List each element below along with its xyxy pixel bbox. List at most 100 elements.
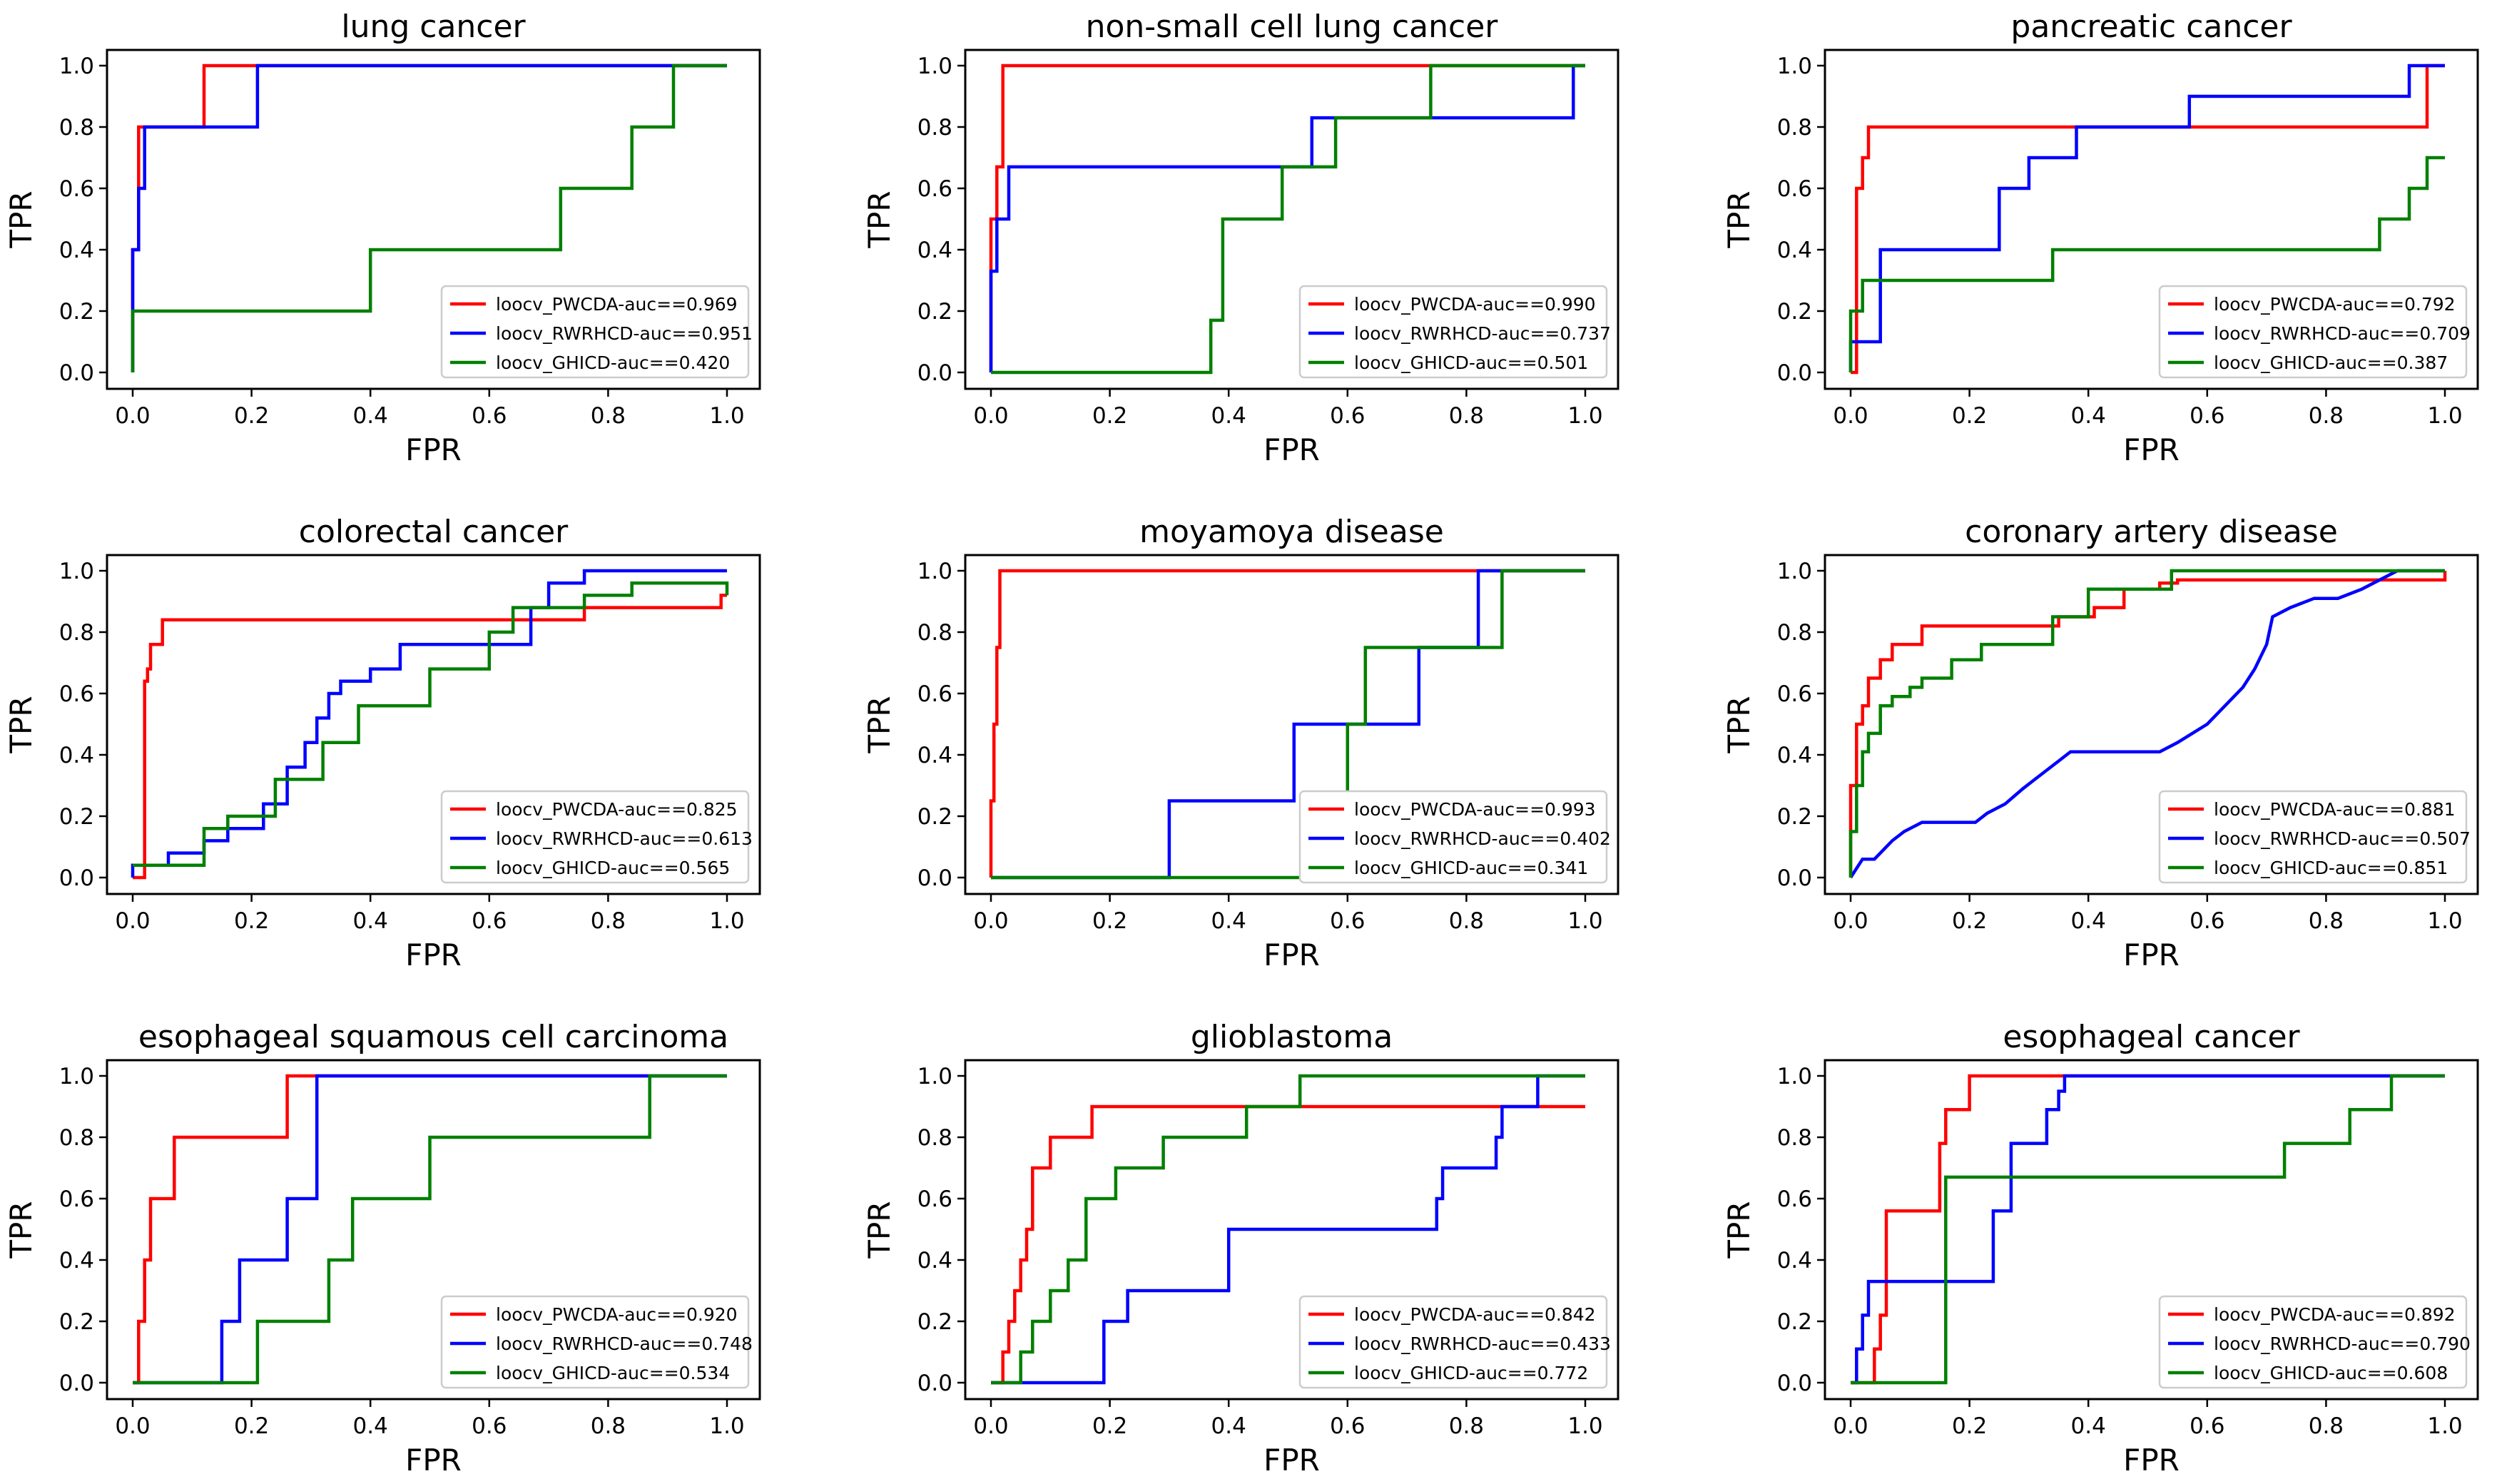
chart-title: glioblastoma [1191, 1019, 1393, 1055]
plot-frame [1824, 49, 2479, 390]
y-tick-label: 0.8 [59, 115, 94, 141]
legend: loocv_PWCDA-auc==0.825 loocv_RWRHCD-auc==… [440, 790, 753, 884]
plot-frame [106, 1059, 761, 1401]
series-line-rwrhcd [1849, 569, 2445, 879]
x-axis-label: FPR [1263, 937, 1320, 972]
legend-entry: loocv_PWCDA-auc==0.792 [2214, 294, 2456, 315]
x-tick-label: 0.4 [353, 403, 388, 429]
y-axis-label: TPR [862, 696, 897, 753]
y-tick-label: 0.6 [1777, 1186, 1812, 1212]
x-tick-label: 0.8 [591, 908, 626, 934]
roc-panel: lung cancer 0.0 0.2 0.4 0.6 0.8 1.0 0.0 0.2 0.4 0.… [4, 9, 761, 467]
x-axis-label: FPR [405, 432, 462, 467]
series-line-pwcda [1851, 1074, 2445, 1385]
series-line-pwcda [991, 1104, 1585, 1385]
series-line-rwrhcd [989, 63, 1585, 372]
x-tick-label: 0.0 [1833, 403, 1868, 429]
series-line-rwrhcd [991, 1074, 1585, 1385]
series-line-pwcda [133, 594, 727, 880]
y-tick-label: 0.4 [1777, 743, 1812, 768]
x-tick-label: 0.2 [1092, 908, 1127, 934]
legend-entry: loocv_PWCDA-auc==0.842 [1354, 1304, 1596, 1325]
x-axis-label: FPR [405, 937, 462, 972]
legend-entry: loocv_GHICD-auc==0.501 [1354, 352, 1588, 373]
legend-entry: loocv_GHICD-auc==0.387 [2214, 352, 2448, 373]
chart-title: esophageal cancer [2003, 1019, 2300, 1055]
y-tick-label: 0.8 [1777, 1125, 1812, 1151]
x-tick-label: 0.0 [115, 403, 150, 429]
x-tick-label: 0.6 [472, 908, 507, 934]
legend-entry: loocv_GHICD-auc==0.772 [1354, 1363, 1588, 1383]
series-line-rwrhcd [131, 63, 727, 372]
x-tick-label: 0.0 [115, 908, 150, 934]
y-tick-label: 0.4 [59, 238, 94, 263]
legend-box [2158, 1295, 2468, 1389]
y-tick-label: 0.0 [1777, 1371, 1812, 1396]
y-tick-label: 0.4 [917, 1248, 952, 1274]
legend: loocv_PWCDA-auc==0.792 loocv_RWRHCD-auc==… [2158, 285, 2471, 379]
roc-panel: pancreatic cancer 0.0 0.2 0.4 0.6 0.8 1.0 0.0 0.… [1722, 9, 2479, 467]
legend-entry: loocv_RWRHCD-auc==0.507 [2214, 828, 2471, 849]
plot-frame [106, 554, 761, 895]
legend-entry: loocv_GHICD-auc==0.420 [496, 352, 730, 373]
series-line-pwcda [1848, 571, 2447, 878]
x-tick-label: 0.0 [973, 403, 1008, 429]
x-tick-label: 0.8 [1449, 403, 1484, 429]
x-tick-label: 1.0 [709, 908, 744, 934]
legend-box [1298, 1295, 1608, 1389]
series-line-pwcda [133, 1074, 727, 1385]
y-axis-label: TPR [1722, 190, 1756, 248]
series-line-pwcda [989, 63, 1585, 372]
x-tick-label: 0.6 [2190, 403, 2224, 429]
y-tick-label: 1.0 [917, 1064, 952, 1089]
y-axis-label: TPR [4, 696, 39, 753]
y-tick-label: 0.6 [917, 176, 952, 202]
roc-panel: moyamoya disease 0.0 0.2 0.4 0.6 0.8 1.0 0.0 0.2… [862, 514, 1619, 972]
x-tick-label: 0.2 [1092, 1413, 1127, 1439]
y-tick-label: 0.8 [59, 1125, 94, 1151]
y-tick-label: 0.4 [59, 1248, 94, 1274]
y-tick-label: 0.0 [1777, 865, 1812, 891]
x-tick-label: 0.6 [1330, 908, 1365, 934]
roc-panel: coronary artery disease 0.0 0.2 0.4 0.6 0.8 1.… [1722, 514, 2479, 972]
series-line-ghicd [991, 1074, 1585, 1385]
x-tick-label: 0.4 [2071, 1413, 2106, 1439]
legend-entry: loocv_RWRHCD-auc==0.790 [2214, 1333, 2471, 1354]
legend-box [440, 285, 750, 379]
y-tick-label: 1.0 [917, 54, 952, 79]
x-tick-label: 1.0 [1567, 1413, 1602, 1439]
x-tick-label: 0.2 [234, 403, 269, 429]
legend: loocv_PWCDA-auc==0.993 loocv_RWRHCD-auc==… [1298, 790, 1611, 884]
series-line-rwrhcd [1851, 1074, 2445, 1385]
x-tick-label: 0.4 [2071, 403, 2106, 429]
legend-entry: loocv_GHICD-auc==0.534 [496, 1363, 730, 1383]
legend-box [2158, 285, 2468, 379]
y-axis-label: TPR [1722, 1201, 1756, 1259]
y-tick-label: 0.8 [1777, 620, 1812, 646]
y-tick-label: 0.4 [1777, 1248, 1812, 1274]
legend-entry: loocv_PWCDA-auc==0.892 [2214, 1304, 2456, 1325]
plot-frame [964, 49, 1619, 390]
y-tick-label: 0.8 [59, 620, 94, 646]
x-tick-label: 0.0 [973, 1413, 1008, 1439]
series-line-ghicd [1848, 569, 2445, 878]
x-tick-label: 1.0 [2427, 403, 2462, 429]
y-axis-label: TPR [4, 1201, 39, 1259]
y-tick-label: 0.6 [917, 681, 952, 707]
roc-panel: glioblastoma 0.0 0.2 0.4 0.6 0.8 1.0 0.0 0.2 0.4 0… [862, 1019, 1619, 1478]
series-line-ghicd [133, 1074, 727, 1385]
x-axis-label: FPR [2123, 1443, 2180, 1478]
x-tick-label: 0.8 [2309, 908, 2344, 934]
x-tick-label: 0.4 [353, 908, 388, 934]
x-tick-label: 0.6 [2190, 1413, 2224, 1439]
y-tick-label: 0.0 [917, 360, 952, 386]
roc-panel: esophageal squamous cell carcinoma 0.0 0.2… [4, 1019, 761, 1478]
plot-frame [1824, 1059, 2479, 1401]
legend-box [440, 790, 750, 884]
y-tick-label: 0.4 [917, 743, 952, 768]
x-axis-label: FPR [2123, 937, 2180, 972]
y-tick-label: 0.2 [917, 299, 952, 325]
y-tick-label: 0.0 [59, 360, 94, 386]
x-tick-label: 0.8 [591, 403, 626, 429]
